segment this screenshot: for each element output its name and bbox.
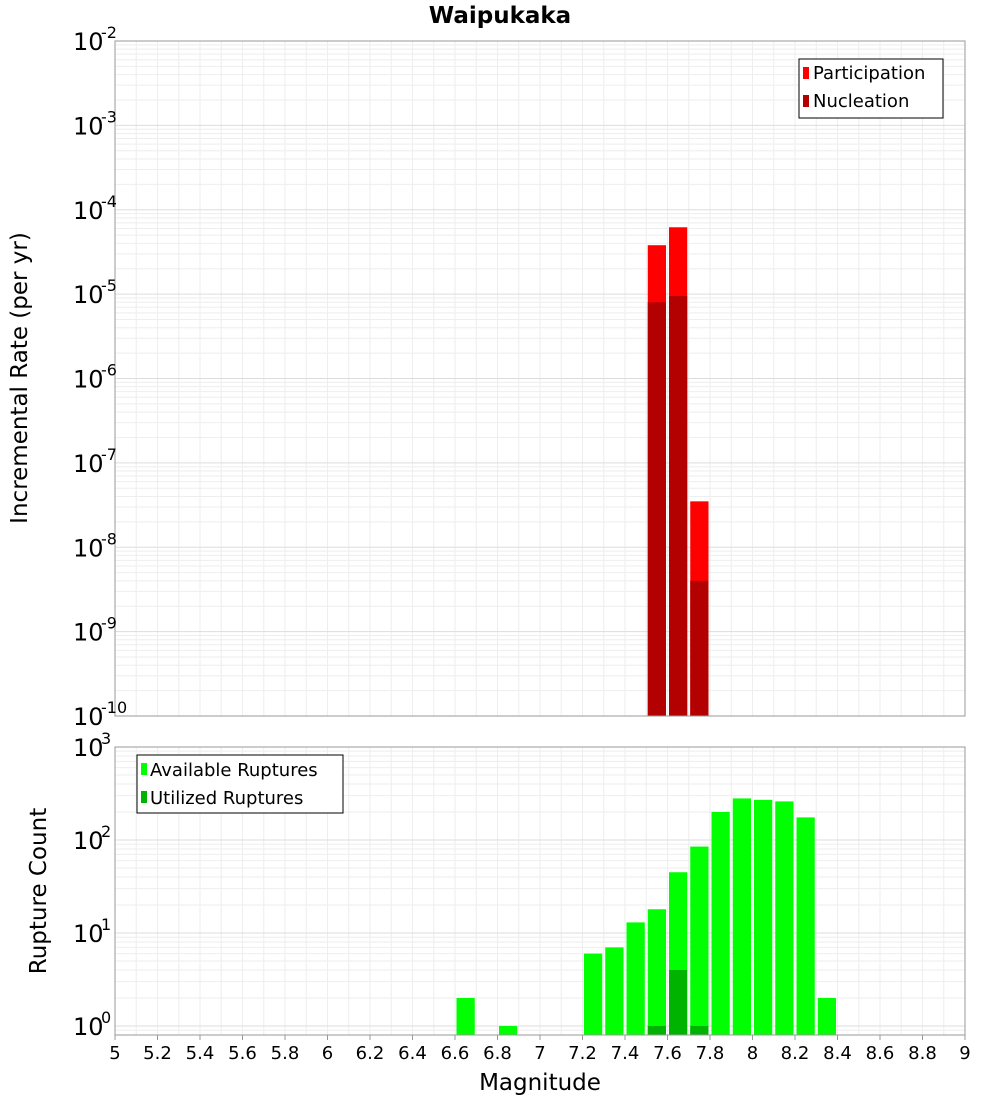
x-tick-label: 8.2 [781, 1043, 810, 1064]
x-tick-label: 8 [747, 1043, 758, 1064]
rate-y-tick-label: 10 [73, 197, 104, 225]
bar-nucleation [669, 296, 688, 716]
legend-label-nucleation: Nucleation [813, 91, 909, 112]
x-tick-label: 8.6 [866, 1043, 895, 1064]
bar-available-ruptures [754, 799, 773, 1035]
rate-y-tick-label: 10 [73, 619, 104, 647]
bar-nucleation [690, 580, 709, 716]
x-tick-label: 7 [534, 1043, 545, 1064]
legend-swatch-nucleation [803, 95, 809, 107]
count-y-tick-exponent: 1 [101, 915, 111, 934]
count-plot-grid [115, 746, 965, 1036]
rate-y-tick-exponent: -8 [101, 529, 117, 548]
count-y-tick-label: 10 [73, 1013, 104, 1041]
x-tick-label: 6.2 [356, 1043, 385, 1064]
x-tick-label: 5.8 [271, 1043, 300, 1064]
count-y-tick-label: 10 [73, 827, 104, 855]
rate-y-tick-label: 10 [73, 366, 104, 394]
x-tick-label: 7.6 [653, 1043, 682, 1064]
rate-plot-y-axis-label: Incremental Rate (per yr) [7, 232, 33, 524]
rate-y-tick-label: 10 [73, 534, 104, 562]
bar-available-ruptures [584, 953, 603, 1035]
count-y-tick-label: 10 [73, 734, 104, 762]
rate-legend-box [798, 58, 944, 119]
rate-plot-frame [114, 40, 966, 717]
x-tick-label: 6.8 [483, 1043, 512, 1064]
rate-plot-legend: Participation Nucleation [798, 58, 944, 119]
x-tick-label: 8.4 [823, 1043, 852, 1064]
count-plot-legend: Available Ruptures Utilized Ruptures [136, 754, 344, 814]
bar-available-ruptures [817, 997, 836, 1035]
x-tick-label: 7.8 [696, 1043, 725, 1064]
x-tick-label: 9 [959, 1043, 970, 1064]
bar-available-ruptures [711, 812, 730, 1035]
rate-y-tick-exponent: -3 [101, 107, 117, 126]
count-legend-box [136, 754, 344, 814]
bar-available-ruptures [499, 1025, 518, 1035]
bar-available-ruptures [690, 846, 709, 1035]
bar-available-ruptures [647, 909, 666, 1035]
rate-y-tick-label: 10 [73, 28, 104, 56]
bar-available-ruptures [626, 922, 645, 1035]
rate-y-tick-label: 10 [73, 703, 104, 731]
legend-swatch-utilized [141, 791, 147, 803]
x-tick-label: 6 [322, 1043, 333, 1064]
bar-utilized-ruptures [647, 1025, 666, 1035]
x-tick-label: 5.6 [228, 1043, 257, 1064]
x-tick-label: 5.4 [186, 1043, 215, 1064]
rate-plot-bars [647, 227, 709, 717]
magnitude-x-ticks: 5 5.2 5.4 5.6 5.8 6 6.2 6.4 6.6 6.8 7 7.2 7.4 7.6 7.8 8… [109, 1035, 971, 1064]
rate-y-tick-exponent: -7 [101, 445, 117, 464]
x-tick-label: 5.2 [143, 1043, 172, 1064]
x-tick-label: 6.6 [441, 1043, 470, 1064]
legend-swatch-participation [803, 67, 809, 79]
x-axis-label: Magnitude [479, 1070, 601, 1096]
rate-y-tick-exponent: -2 [101, 23, 117, 42]
legend-label-participation: Participation [813, 63, 925, 84]
bar-available-ruptures [605, 947, 624, 1035]
bar-utilized-ruptures [690, 1025, 709, 1035]
rate-y-tick-exponent: -10 [101, 698, 127, 717]
rate-plot-grid [115, 40, 965, 717]
bar-utilized-ruptures [669, 969, 688, 1035]
count-y-tick-exponent: 2 [101, 822, 111, 841]
rate-y-tick-exponent: -4 [101, 192, 117, 211]
rate-y-tick-label: 10 [73, 281, 104, 309]
legend-swatch-available [141, 763, 147, 775]
chart-title: Waipukaka [429, 3, 571, 29]
bar-nucleation [647, 302, 666, 716]
bar-available-ruptures [732, 798, 751, 1035]
bar-available-ruptures [456, 997, 475, 1035]
x-tick-label: 5 [109, 1043, 120, 1064]
x-tick-label: 8.8 [908, 1043, 937, 1064]
bar-available-ruptures [796, 817, 815, 1035]
rate-y-tick-exponent: -5 [101, 276, 117, 295]
count-y-tick-label: 10 [73, 920, 104, 948]
count-plot-y-axis-label: Rupture Count [26, 808, 52, 974]
legend-label-available: Available Ruptures [150, 760, 318, 781]
rate-y-tick-label: 10 [73, 112, 104, 140]
count-y-tick-exponent: 3 [101, 729, 111, 748]
rate-y-tick-exponent: -9 [101, 614, 117, 633]
x-tick-label: 7.2 [568, 1043, 597, 1064]
rate-y-tick-exponent: -6 [101, 361, 117, 380]
rate-y-tick-label: 10 [73, 450, 104, 478]
legend-label-utilized: Utilized Ruptures [150, 788, 303, 809]
count-y-tick-exponent: 0 [101, 1008, 111, 1027]
x-tick-label: 6.4 [398, 1043, 427, 1064]
x-tick-label: 7.4 [611, 1043, 640, 1064]
count-plot-bars [456, 798, 836, 1035]
bar-available-ruptures [775, 801, 794, 1035]
